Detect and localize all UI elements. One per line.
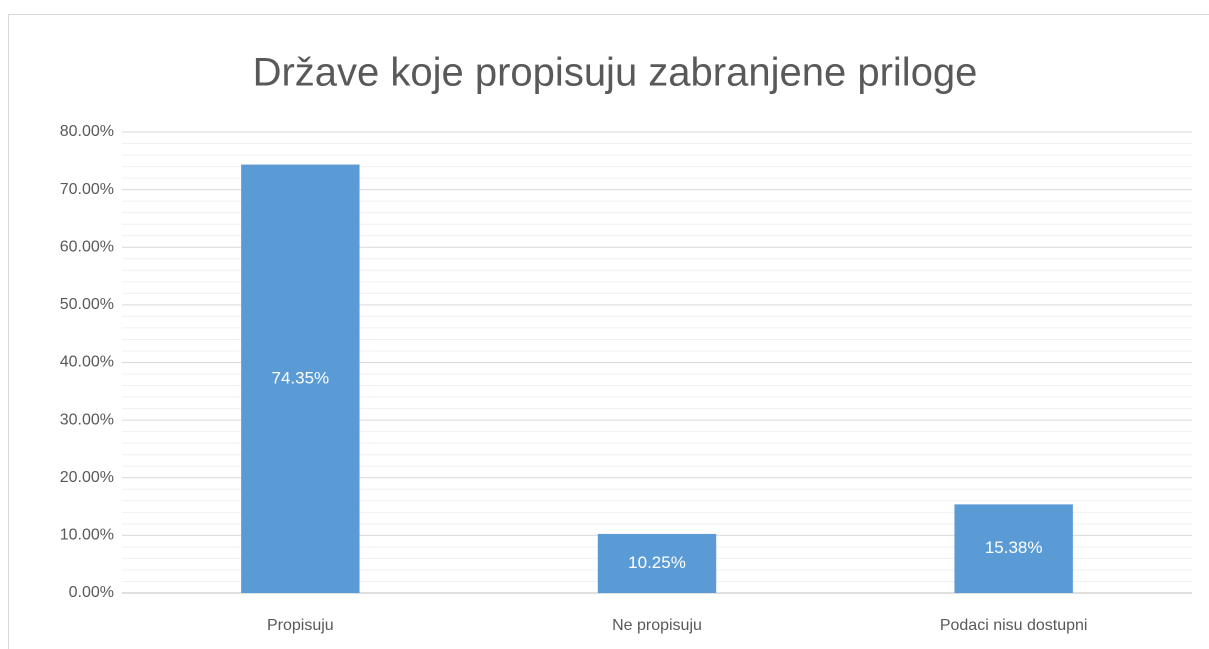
y-tick-label: 80.00% bbox=[60, 123, 114, 140]
y-tick-label: 20.00% bbox=[60, 469, 114, 486]
data-label: 15.38% bbox=[985, 538, 1043, 557]
y-tick-label: 50.00% bbox=[60, 296, 114, 313]
y-tick-label: 0.00% bbox=[69, 584, 114, 601]
x-tick-label: Propisuju bbox=[267, 617, 334, 634]
y-tick-label: 10.00% bbox=[60, 527, 114, 544]
x-tick-label: Ne propisuju bbox=[612, 617, 702, 634]
data-label: 10.25% bbox=[628, 553, 686, 572]
data-label: 74.35% bbox=[271, 368, 329, 387]
y-tick-label: 70.00% bbox=[60, 181, 114, 198]
chart-title: Države koje propisuju zabranjene priloge bbox=[253, 51, 978, 95]
bar bbox=[241, 164, 360, 594]
y-tick-label: 30.00% bbox=[60, 411, 114, 428]
bar bbox=[954, 504, 1073, 593]
x-tick-label: Podaci nisu dostupni bbox=[940, 617, 1088, 634]
bar bbox=[597, 533, 717, 593]
y-tick-label: 60.00% bbox=[60, 238, 114, 255]
y-tick-label: 40.00% bbox=[60, 354, 114, 371]
